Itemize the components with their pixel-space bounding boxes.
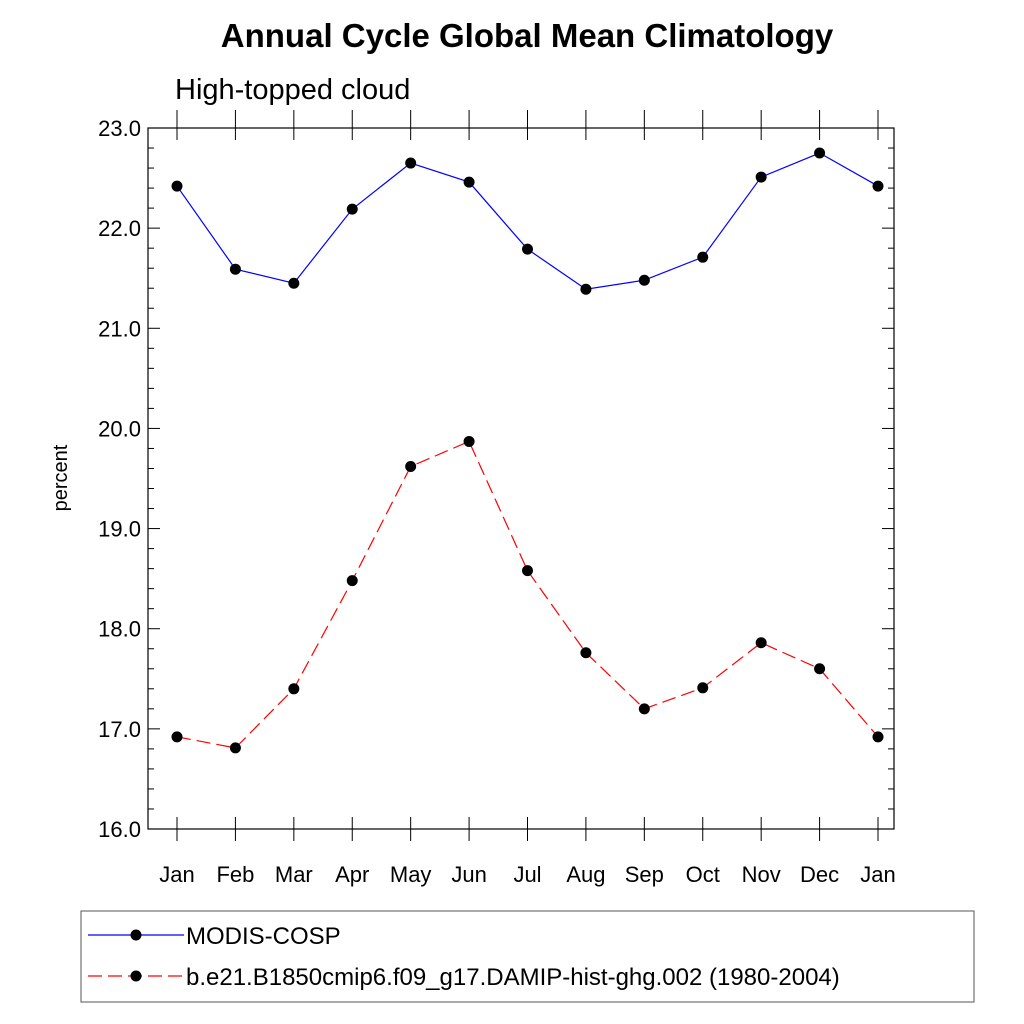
series-2-point bbox=[288, 683, 300, 695]
series-2-point bbox=[697, 682, 709, 694]
series-2-point bbox=[229, 742, 241, 754]
series-1-point bbox=[171, 180, 183, 192]
x-tick-label: Jul bbox=[513, 862, 541, 887]
x-tick-label: May bbox=[390, 862, 432, 887]
x-tick-label: Jan bbox=[860, 862, 895, 887]
plot-area: 16.0 17.0 18.0 19.0 20.0 21.0 22.0 23.0 Jan Feb Ma… bbox=[98, 110, 896, 887]
series-1-point bbox=[346, 203, 358, 215]
series-1-point bbox=[580, 283, 592, 295]
series-1-point bbox=[697, 251, 709, 263]
x-tick-label: Dec bbox=[800, 862, 839, 887]
series-1-point bbox=[872, 180, 884, 192]
legend-box bbox=[80, 910, 975, 1003]
series-2-point bbox=[463, 435, 475, 447]
series-1-point bbox=[405, 157, 417, 169]
x-tick-label: Oct bbox=[686, 862, 720, 887]
y-tick-label: 16.0 bbox=[98, 817, 141, 842]
series-2-point bbox=[638, 703, 650, 715]
x-tick-label: Jun bbox=[451, 862, 486, 887]
y-tick-label: 17.0 bbox=[98, 717, 141, 742]
legend-label-2: b.e21.B1850cmip6.f09_g17.DAMIP-hist-ghg.… bbox=[186, 964, 840, 991]
series-2-point bbox=[755, 637, 767, 649]
legend-marker-1 bbox=[130, 929, 142, 941]
series-1-point bbox=[288, 277, 300, 289]
series-2-point bbox=[580, 647, 592, 659]
y-tick-label: 22.0 bbox=[98, 216, 141, 241]
x-tick-label: Mar bbox=[275, 862, 313, 887]
series-1-point bbox=[522, 243, 533, 255]
x-tick-label: Sep bbox=[625, 862, 664, 887]
legend-marker-2 bbox=[130, 970, 142, 982]
y-tick-label: 23.0 bbox=[98, 116, 141, 141]
series-1-point bbox=[229, 263, 241, 275]
x-tick-label: Jan bbox=[159, 862, 194, 887]
series-2-point bbox=[405, 460, 417, 472]
series-1-point bbox=[463, 176, 475, 188]
plot-frame bbox=[147, 127, 895, 830]
series-2-point bbox=[346, 575, 358, 587]
chart-subtitle: High-topped cloud bbox=[175, 74, 410, 106]
series-line-1 bbox=[176, 152, 879, 290]
series-1-point bbox=[755, 171, 767, 183]
series-1-point bbox=[638, 274, 650, 286]
y-tick-label: 18.0 bbox=[98, 617, 141, 642]
legend: MODIS-COSP b.e21.B1850cmip6.f09_g17.DAMIP… bbox=[80, 910, 975, 1003]
series-line-2 bbox=[176, 440, 879, 749]
y-tick-label: 21.0 bbox=[98, 316, 141, 341]
legend-label-1: MODIS-COSP bbox=[186, 923, 341, 950]
series-2-point bbox=[522, 565, 533, 577]
chart-title: Annual Cycle Global Mean Climatology bbox=[221, 17, 834, 54]
series-2-point bbox=[171, 731, 183, 743]
y-tick-label: 20.0 bbox=[98, 416, 141, 441]
series-1-point bbox=[814, 147, 826, 159]
series-2-point bbox=[872, 731, 884, 743]
x-tick-label: Aug bbox=[566, 862, 605, 887]
y-axis-title: percent bbox=[50, 444, 72, 511]
y-tick-label: 19.0 bbox=[98, 517, 141, 542]
x-tick-label: Apr bbox=[335, 862, 369, 887]
x-tick-label: Nov bbox=[742, 862, 781, 887]
x-tick-label: Feb bbox=[216, 862, 254, 887]
series-2-point bbox=[814, 663, 826, 675]
